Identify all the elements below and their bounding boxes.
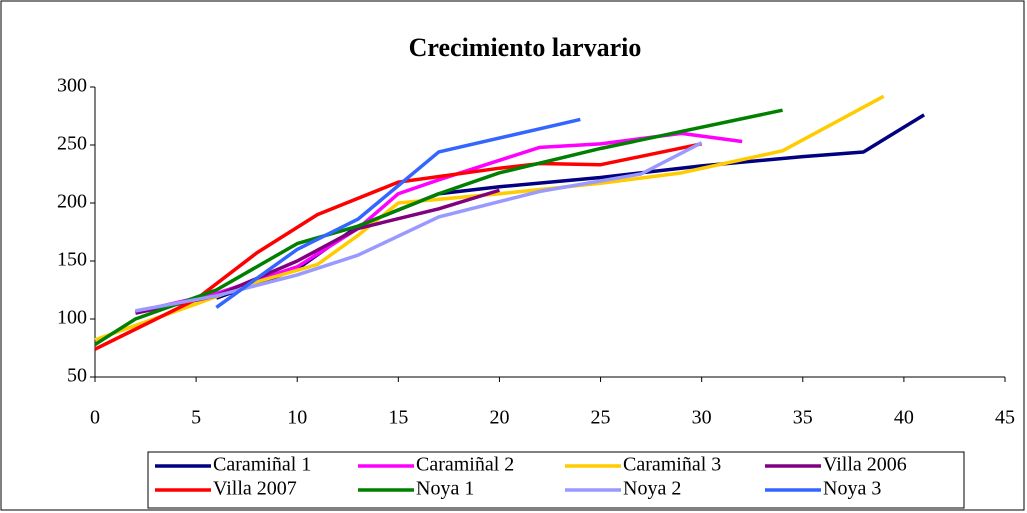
x-tick-label: 15: [388, 407, 408, 429]
x-tick-label: 10: [287, 407, 307, 429]
legend-label: Noya 2: [623, 478, 681, 500]
legend-label: Caramiñal 3: [623, 454, 721, 476]
legend-label: Villa 2007: [213, 478, 297, 500]
x-tick-label: 0: [90, 407, 100, 429]
series-line: [215, 117, 581, 309]
legend-label: Noya 1: [416, 478, 474, 500]
x-tick-label: 20: [489, 407, 509, 429]
x-tick-label: 35: [793, 407, 813, 429]
x-tick-label: 25: [591, 407, 611, 429]
legend-label: Caramiñal 2: [416, 454, 514, 476]
legend-label: Villa 2006: [823, 454, 907, 476]
y-tick-label: 250: [57, 133, 87, 155]
x-tick-label: 40: [894, 407, 914, 429]
legend-label: Noya 3: [823, 478, 881, 500]
series-line: [94, 142, 703, 351]
x-tick-label: 45: [995, 407, 1015, 429]
series-line: [135, 141, 703, 313]
chart-title: Crecimiento larvario: [409, 33, 642, 62]
y-tick-label: 300: [57, 75, 87, 97]
series-line: [94, 108, 783, 346]
y-tick-label: 150: [57, 249, 87, 271]
y-tick-label: 50: [67, 365, 87, 387]
x-tick-label: 5: [191, 407, 201, 429]
y-tick-label: 200: [57, 191, 87, 213]
x-tick-label: 30: [692, 407, 712, 429]
legend-label: Caramiñal 1: [213, 454, 311, 476]
y-tick-label: 100: [57, 307, 87, 329]
legend-box: [147, 451, 965, 509]
